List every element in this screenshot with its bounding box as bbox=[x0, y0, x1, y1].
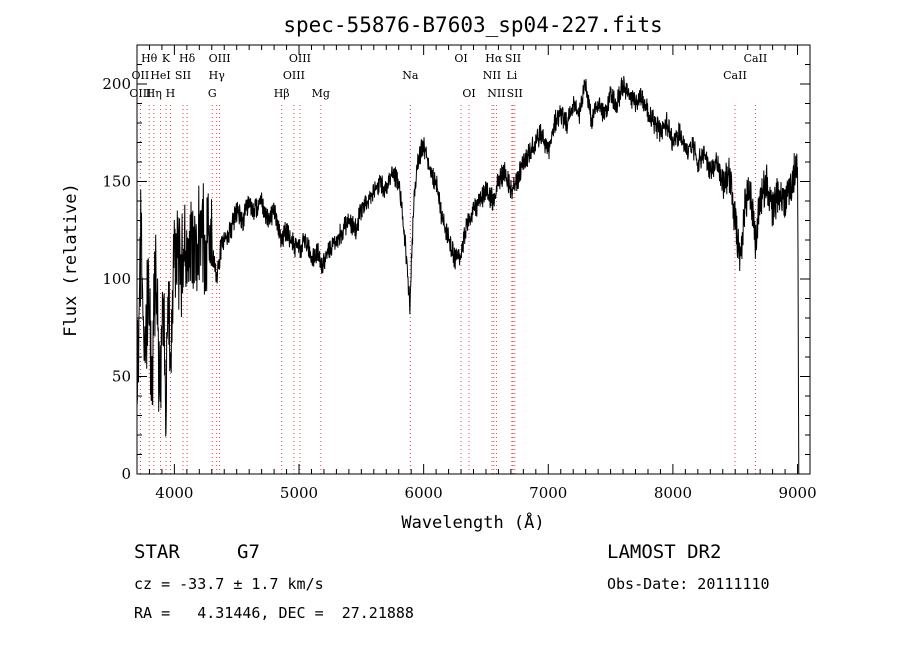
spectral-line-label: Hβ bbox=[274, 87, 290, 100]
redshift-readout: cz = -33.7 ± 1.7 km/s bbox=[134, 575, 324, 593]
spectral-line-label: G bbox=[208, 87, 217, 100]
x-tick-label: 7000 bbox=[529, 484, 567, 502]
y-tick-label: 150 bbox=[102, 173, 131, 191]
spectral-line-label: HeI bbox=[150, 69, 170, 82]
x-tick-label: 4000 bbox=[155, 484, 193, 502]
object-subclass: G7 bbox=[237, 541, 260, 563]
spectral-line-label: OIII bbox=[209, 52, 231, 65]
spectral-line-label: Hθ bbox=[141, 52, 158, 65]
y-tick-label: 0 bbox=[121, 465, 131, 483]
x-axis-label: Wavelength (Å) bbox=[401, 511, 544, 533]
coordinates-readout: RA = 4.31446, DEC = 27.21888 bbox=[134, 604, 414, 622]
survey-name: LAMOST DR2 bbox=[607, 541, 722, 563]
plot-area bbox=[136, 75, 800, 475]
y-tick-label: 50 bbox=[112, 368, 131, 386]
spectral-line-label: Li bbox=[506, 69, 517, 82]
spectral-line-label: CaII bbox=[723, 69, 747, 82]
y-tick-label: 100 bbox=[102, 270, 131, 288]
spectral-line-label: OIII bbox=[283, 69, 305, 82]
x-tick-label: 5000 bbox=[280, 484, 318, 502]
x-tick-label: 6000 bbox=[405, 484, 443, 502]
spectral-line-label: K bbox=[162, 52, 171, 65]
x-tick-label: 9000 bbox=[778, 484, 816, 502]
spectral-line-label: Hη bbox=[146, 87, 162, 100]
spectral-line-label: Hδ bbox=[179, 52, 196, 65]
x-tick-label: 8000 bbox=[654, 484, 692, 502]
spectral-line-label: OI bbox=[454, 52, 467, 65]
spectral-line-label: Hγ bbox=[209, 69, 226, 82]
plot-frame bbox=[136, 44, 811, 475]
spectral-line-label: NII bbox=[487, 87, 505, 100]
axes: 4000 5000 6000 7000 8000 9000 0 50 100 150 200 bbox=[102, 44, 817, 502]
y-axis-label: Flux (relative) bbox=[61, 183, 81, 337]
spectral-line-label: OII bbox=[132, 69, 150, 82]
spectral-line-label: SII bbox=[507, 87, 523, 100]
spectral-line-label: SII bbox=[175, 69, 191, 82]
observation-date: Obs-Date: 20111110 bbox=[607, 575, 770, 593]
spectral-line-label: Mg bbox=[312, 87, 330, 100]
spectral-line-markers: Hθ OII OIII K HeI Hη SII H Hδ OIII Hγ G OIII OIII Hβ Mg… bbox=[129, 52, 767, 474]
flux-series-line bbox=[136, 75, 800, 475]
spectral-line-label: SII bbox=[505, 52, 521, 65]
spectral-line-label: OIII bbox=[289, 52, 311, 65]
spectral-line-label: Hα bbox=[485, 52, 503, 65]
y-tick-label: 200 bbox=[102, 75, 131, 93]
spectral-line-label: Na bbox=[402, 69, 419, 82]
spectral-line-label: OIII bbox=[129, 87, 151, 100]
spectral-line-label: H bbox=[166, 87, 176, 100]
spectral-line-label: NII bbox=[483, 69, 501, 82]
chart-title: spec-55876-B7603_sp04-227.fits bbox=[283, 13, 662, 37]
spectral-line-label: OI bbox=[462, 87, 475, 100]
object-class: STAR bbox=[134, 541, 180, 563]
spectral-line-label: CaII bbox=[744, 52, 768, 65]
